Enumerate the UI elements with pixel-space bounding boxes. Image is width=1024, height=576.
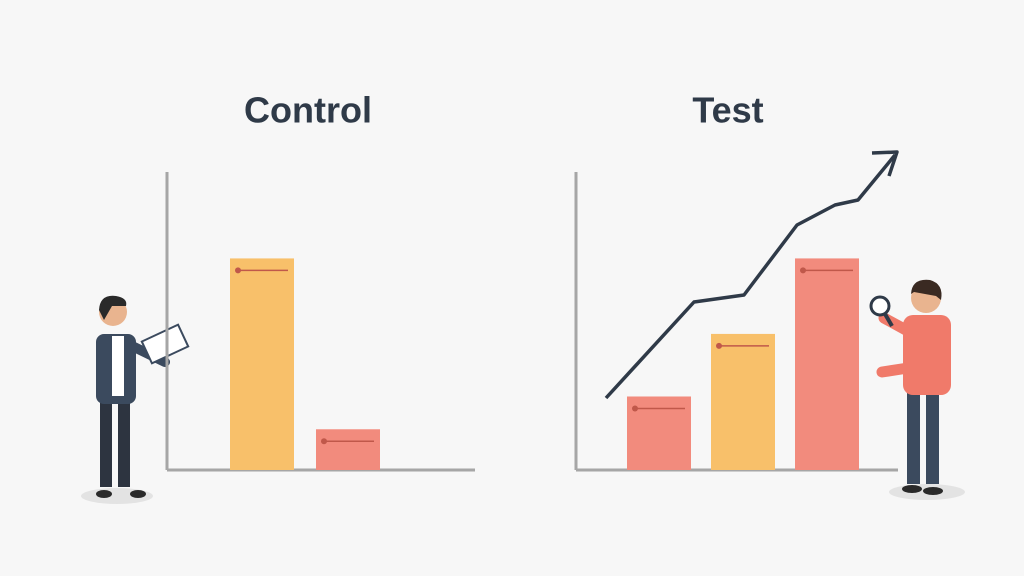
trend-arrowhead <box>871 150 899 177</box>
person-left <box>81 295 190 504</box>
bar-label-dot <box>632 405 638 412</box>
bar <box>230 258 294 470</box>
bar-label-dot <box>716 342 722 349</box>
bar <box>795 258 859 470</box>
bar-label-dot <box>235 267 241 274</box>
bar <box>711 333 775 470</box>
bar <box>316 429 380 470</box>
chart-title: Control <box>244 90 372 131</box>
chart-title: Test <box>692 90 763 131</box>
person-right <box>869 279 965 500</box>
bar-label-dot <box>321 438 327 445</box>
bar-label-dot <box>800 267 806 274</box>
trend-line <box>604 153 897 400</box>
